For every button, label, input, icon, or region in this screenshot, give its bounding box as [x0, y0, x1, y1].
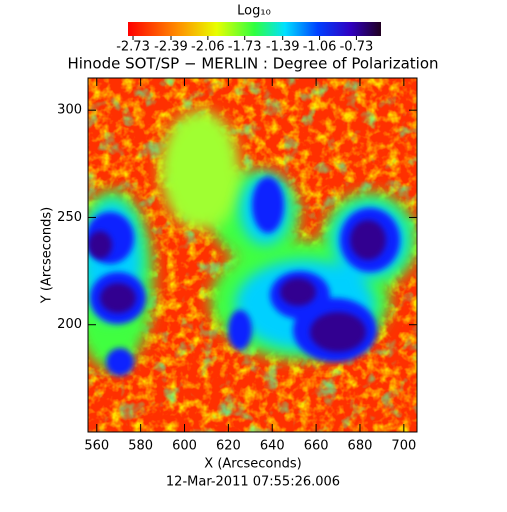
x-tick-label: 700: [391, 439, 416, 454]
colorbar-tick-label: -1.73: [228, 40, 262, 55]
colorbar-tick-label: -1.06: [303, 40, 337, 55]
y-tick-label: 300: [57, 103, 82, 118]
x-axis-label: X (Arcseconds): [204, 457, 301, 472]
colorbar-tick-label: -2.06: [191, 40, 225, 55]
chart-title: Hinode SOT/SP − MERLIN : Degree of Polar…: [67, 55, 438, 73]
colorbar-tick-label: -2.39: [154, 40, 188, 55]
colorbar-label: Log₁₀: [237, 4, 271, 19]
colorbar-tick-label: -2.73: [116, 40, 150, 55]
colorbar-tick-label: -1.39: [266, 40, 300, 55]
x-tick-label: 640: [260, 439, 285, 454]
x-tick-label: 680: [348, 439, 373, 454]
date-label: 12-Mar-2011 07:55:26.006: [166, 475, 340, 490]
heatmap-image: [88, 78, 417, 432]
x-tick-label: 620: [216, 439, 241, 454]
x-tick-label: 600: [172, 439, 197, 454]
x-tick-label: 660: [304, 439, 329, 454]
y-tick-label: 250: [57, 210, 82, 225]
y-axis-label: Y (Arcseconds): [40, 207, 55, 304]
plot-frame: [87, 77, 418, 433]
colorbar-tick-label: -0.73: [340, 40, 374, 55]
x-tick-label: 580: [128, 439, 153, 454]
x-tick-label: 560: [84, 439, 109, 454]
colorbar: [128, 22, 381, 36]
y-tick-label: 200: [57, 317, 82, 332]
